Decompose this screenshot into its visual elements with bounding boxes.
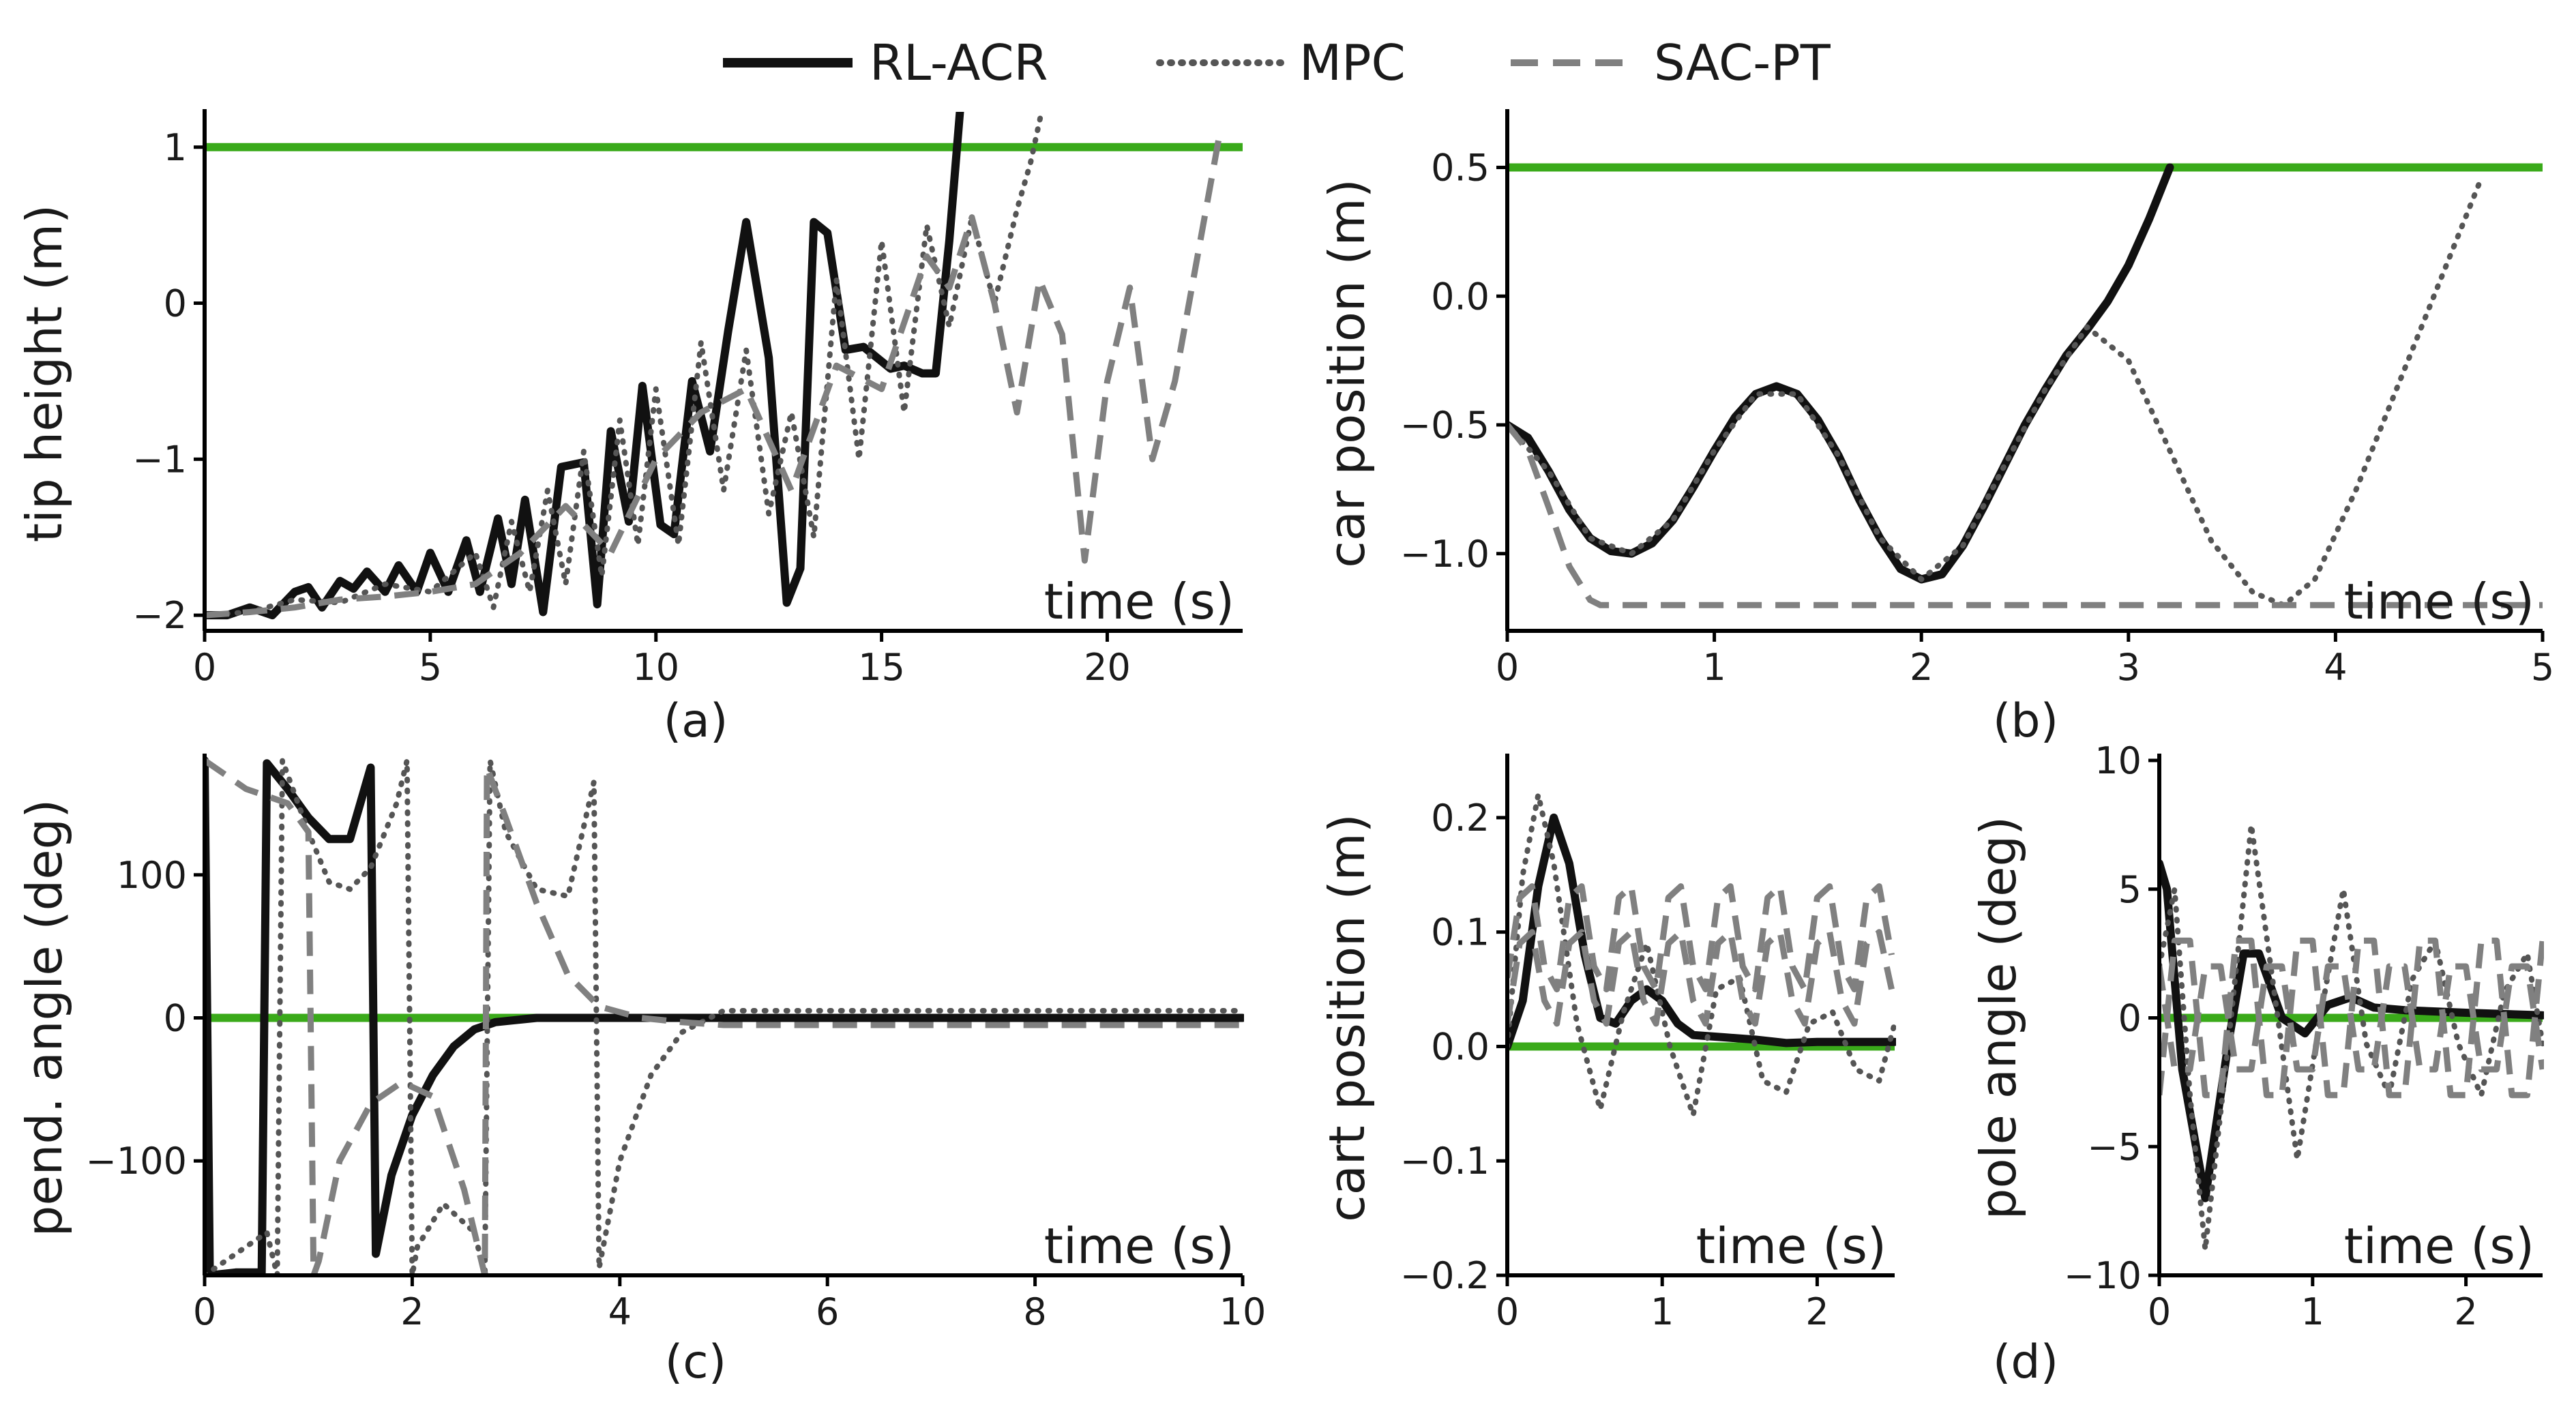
- x-tick-label: 0: [2148, 1290, 2171, 1333]
- x-tick-label: 2: [1805, 1290, 1829, 1333]
- y-tick-label: 0: [2118, 997, 2142, 1040]
- x-tick-label: 4: [2324, 646, 2347, 689]
- x-tick-label: 0: [193, 646, 216, 689]
- series-rl-acr: [1507, 813, 1896, 1051]
- y-tick-label: −100: [86, 1140, 187, 1183]
- y-tick-label: 1: [164, 126, 187, 169]
- x-axis-label: time (s): [1696, 1217, 1886, 1275]
- x-tick-label: 10: [1219, 1290, 1267, 1333]
- y-tick-label: 0.0: [1431, 1025, 1490, 1068]
- series-sac-pt: [205, 131, 1224, 619]
- series-sac-pt: [1507, 423, 2543, 608]
- x-tick-label: 6: [816, 1290, 839, 1333]
- panel-c: 0 2 4 6 8 10 −100 0 100 time (s) pend. angle (deg)…: [16, 754, 1266, 1389]
- x-tick-label: 2: [1910, 646, 1933, 689]
- y-tick-label: −2: [132, 594, 187, 637]
- series-rl-acr: [1507, 163, 2174, 584]
- panel-a: 0 5 10 15 20 −2 −1 0 1 time (s) tip height (m) (a): [16, 109, 1243, 748]
- y-tick-label: −1: [132, 438, 187, 481]
- panel-tag: (b): [1993, 694, 2058, 748]
- x-tick-label: 8: [1023, 1290, 1046, 1333]
- series-mpc: [205, 112, 1045, 619]
- x-tick-label: 4: [608, 1290, 632, 1333]
- legend: RL-ACR MPC SAC-PT: [723, 34, 1831, 91]
- y-axis-label: tip height (m): [16, 205, 73, 543]
- y-tick-label: 0.1: [1431, 911, 1490, 954]
- y-axis-label: cart position (m): [1318, 814, 1376, 1222]
- legend-sac-pt-label: SAC-PT: [1654, 34, 1831, 91]
- series-mpc: [2159, 822, 2544, 1253]
- x-tick-label: 1: [2301, 1290, 2324, 1333]
- legend-mpc-label: MPC: [1299, 34, 1406, 91]
- y-tick-label: 0: [164, 997, 187, 1040]
- x-tick-label: 2: [2454, 1290, 2477, 1333]
- series-mpc: [205, 758, 1244, 1275]
- y-tick-label: 0.0: [1431, 275, 1490, 318]
- x-tick-label: 0: [193, 1290, 216, 1333]
- x-axis-label: time (s): [2344, 573, 2534, 630]
- series-rl-acr: [2159, 859, 2544, 1202]
- panel-b: 0 1 2 3 4 5 −1.0 −0.5 0.0 0.5 time (s) car position…: [1318, 109, 2554, 748]
- y-tick-label: 100: [117, 854, 187, 897]
- panel-d-cart: 0 1 2 −0.2 −0.1 0.0 0.1 0.2 time (s) cart positio…: [1318, 754, 2058, 1389]
- y-tick-label: 0.2: [1431, 797, 1490, 840]
- series-mpc: [1507, 177, 2483, 608]
- x-tick-label: 1: [1650, 1290, 1674, 1333]
- y-tick-label: 0: [164, 282, 187, 325]
- series-mpc: [1507, 792, 1896, 1118]
- y-tick-label: −0.1: [1400, 1140, 1490, 1183]
- y-tick-label: 0.5: [1431, 147, 1490, 190]
- x-axis-label: time (s): [1044, 1217, 1234, 1275]
- x-tick-label: 5: [2531, 646, 2554, 689]
- panel-tag: (c): [665, 1335, 726, 1389]
- x-axis-label: time (s): [1044, 573, 1234, 630]
- x-tick-label: 20: [1084, 646, 1131, 689]
- y-tick-label: −0.2: [1400, 1254, 1490, 1297]
- y-axis-label: pend. angle (deg): [16, 799, 73, 1237]
- y-tick-label: −0.5: [1400, 404, 1490, 447]
- series-sac-pt: [205, 758, 1243, 1275]
- panel-tag: (a): [664, 694, 728, 748]
- y-tick-label: −1.0: [1400, 533, 1490, 576]
- y-tick-label: 10: [2094, 739, 2142, 782]
- series-sac-pt-b: [2159, 963, 2544, 1073]
- legend-rl-acr-label: RL-ACR: [870, 34, 1048, 91]
- series-rl-acr: [205, 112, 964, 620]
- series-sac-pt-a: [1507, 883, 1895, 993]
- x-tick-label: 10: [632, 646, 679, 689]
- panel-d-pole: 0 1 2 −10 −5 0 5 10 time (s) pole angle (deg): [1970, 739, 2544, 1333]
- y-axis-label: pole angle (deg): [1970, 816, 2027, 1219]
- y-tick-label: −10: [2064, 1254, 2142, 1297]
- x-tick-label: 15: [858, 646, 905, 689]
- x-tick-label: 5: [419, 646, 442, 689]
- y-tick-label: −5: [2087, 1125, 2142, 1168]
- panel-tag: (d): [1993, 1335, 2058, 1389]
- series-rl-acr: [205, 756, 1244, 1275]
- x-tick-label: 0: [1496, 1290, 1519, 1333]
- series-sac-pt-b: [1507, 929, 1895, 1027]
- y-tick-label: 5: [2118, 868, 2142, 911]
- x-tick-label: 3: [2117, 646, 2140, 689]
- x-tick-label: 2: [400, 1290, 424, 1333]
- x-tick-label: 0: [1496, 646, 1519, 689]
- x-tick-label: 1: [1702, 646, 1726, 689]
- series-sac-pt-a: [2159, 937, 2544, 1099]
- x-axis-label: time (s): [2344, 1217, 2534, 1275]
- y-axis-label: car position (m): [1318, 179, 1376, 568]
